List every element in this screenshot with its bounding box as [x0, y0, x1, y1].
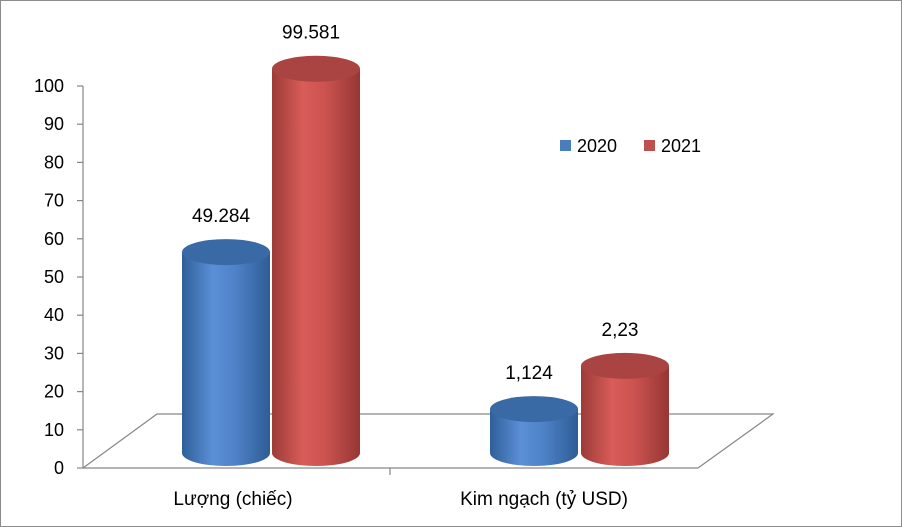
- y-tick-label: 50: [44, 267, 64, 287]
- y-tick-label: 90: [44, 114, 64, 134]
- category-label-0: Lượng (chiếc): [173, 489, 292, 510]
- y-tick-label: 30: [44, 343, 64, 363]
- bar-top: [272, 55, 360, 82]
- y-tick-label: 60: [44, 229, 64, 249]
- legend-swatch-2020: [560, 140, 571, 151]
- y-tick-label: 40: [44, 305, 64, 325]
- bar-top: [182, 239, 270, 266]
- axis-floor-back: [82, 413, 775, 469]
- bar-body: [272, 68, 360, 466]
- data-label-2021-1: 2,23: [602, 320, 639, 341]
- y-axis-ticks: 0 10 20 30 40 50 60 70 80 90 100: [34, 76, 83, 478]
- bar-body: [490, 409, 578, 466]
- bar-2020-1: [490, 396, 578, 466]
- bar-2021-0: [272, 55, 360, 466]
- data-labels-group: 49.284 1,124 99.581 2,23: [192, 23, 639, 384]
- legend-swatch-2021: [644, 140, 655, 151]
- legend-label-2021: 2021: [661, 136, 701, 156]
- y-tick-label: 10: [44, 420, 64, 440]
- legend-label-2020: 2020: [577, 136, 617, 156]
- y-tick-label: 70: [44, 191, 64, 211]
- y-tick-label: 0: [54, 458, 64, 478]
- data-label-2021-0: 99.581: [282, 23, 340, 44]
- y-tick-label: 20: [44, 382, 64, 402]
- bar-body: [182, 252, 270, 466]
- bar-2021-1: [581, 352, 669, 466]
- bar-top: [581, 352, 669, 379]
- bar-2020-0: [182, 239, 270, 466]
- bars-group: [182, 55, 669, 466]
- y-tick-label: 80: [44, 152, 64, 172]
- legend: 2020 2021: [560, 136, 701, 156]
- y-tick-label: 100: [34, 76, 64, 96]
- data-label-2020-0: 49.284: [192, 206, 251, 227]
- category-label-1: Kim ngạch (tỷ USD): [460, 489, 628, 510]
- data-label-2020-1: 1,124: [505, 363, 553, 384]
- bar-top: [490, 396, 578, 423]
- bar-body: [581, 365, 669, 466]
